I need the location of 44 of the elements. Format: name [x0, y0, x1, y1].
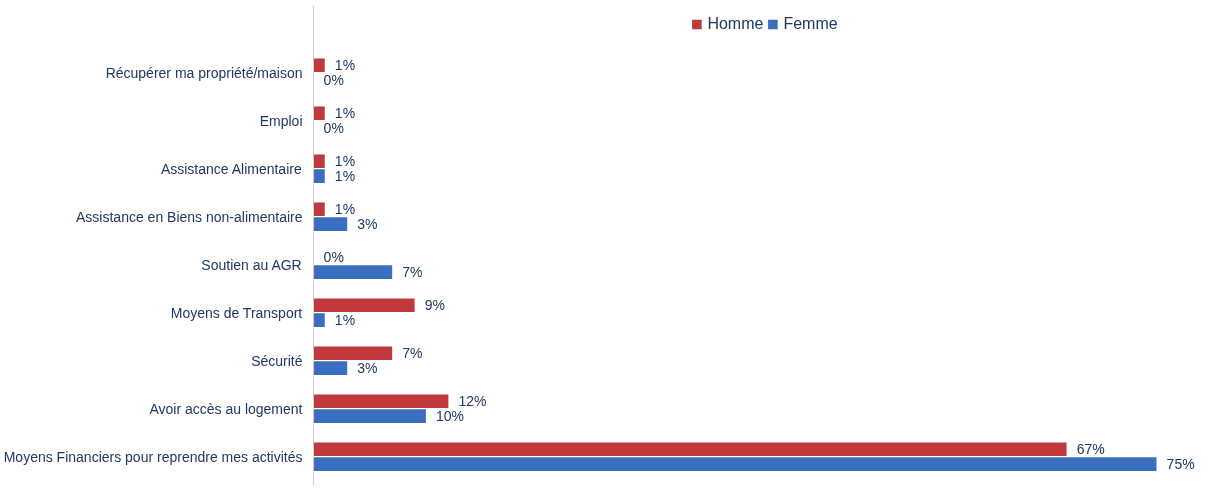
data-label: 0%: [323, 120, 344, 137]
y-tick-label: Soutien au AGR: [201, 256, 302, 273]
bar: [313, 409, 426, 423]
bar: [313, 457, 1157, 471]
y-tick-label: Sécurité: [251, 352, 303, 369]
data-label: 75%: [1166, 456, 1195, 473]
bar: [313, 106, 325, 121]
data-label: 7%: [402, 345, 423, 362]
data-label: 1%: [334, 201, 356, 218]
bar: [313, 442, 1067, 457]
bar: [313, 58, 325, 73]
data-label: 1%: [334, 312, 356, 329]
y-tick-label: Récupérer ma propriété/maison: [105, 64, 303, 81]
y-tick-label: Emploi: [259, 112, 303, 129]
y-tick-label: Moyens de Transport: [170, 304, 303, 321]
y-tick-label: Assistance Alimentaire: [160, 160, 302, 177]
data-label: 0%: [323, 72, 344, 89]
y-tick-label: Avoir accès au logement: [149, 400, 303, 417]
legend-label: Homme: [707, 15, 764, 33]
data-label: 1%: [334, 105, 356, 122]
bar: [313, 346, 393, 361]
data-label: 7%: [402, 264, 423, 281]
data-label: 1%: [334, 153, 356, 170]
data-label: 1%: [334, 57, 356, 74]
data-label: 3%: [357, 360, 378, 377]
y-tick-label: Assistance en Biens non-alimentaire: [76, 208, 303, 225]
y-tick-label: Moyens Financiers pour reprendre mes activités: [3, 448, 303, 465]
data-label: 9%: [424, 297, 446, 314]
data-label: 12%: [458, 393, 487, 410]
data-label: 10%: [436, 408, 465, 425]
data-label: 67%: [1076, 441, 1105, 458]
bar: [313, 361, 348, 375]
bar: [313, 394, 449, 409]
data-label: 0%: [323, 249, 344, 266]
data-label: 1%: [334, 168, 356, 185]
bar: [313, 202, 325, 217]
bar: [313, 169, 325, 183]
bar: [313, 154, 325, 169]
data-label: 3%: [357, 216, 378, 233]
bar: [313, 217, 348, 231]
bar: [313, 298, 415, 313]
bar: [313, 265, 393, 279]
bar: [313, 313, 325, 327]
legend-label: Femme: [783, 15, 838, 33]
